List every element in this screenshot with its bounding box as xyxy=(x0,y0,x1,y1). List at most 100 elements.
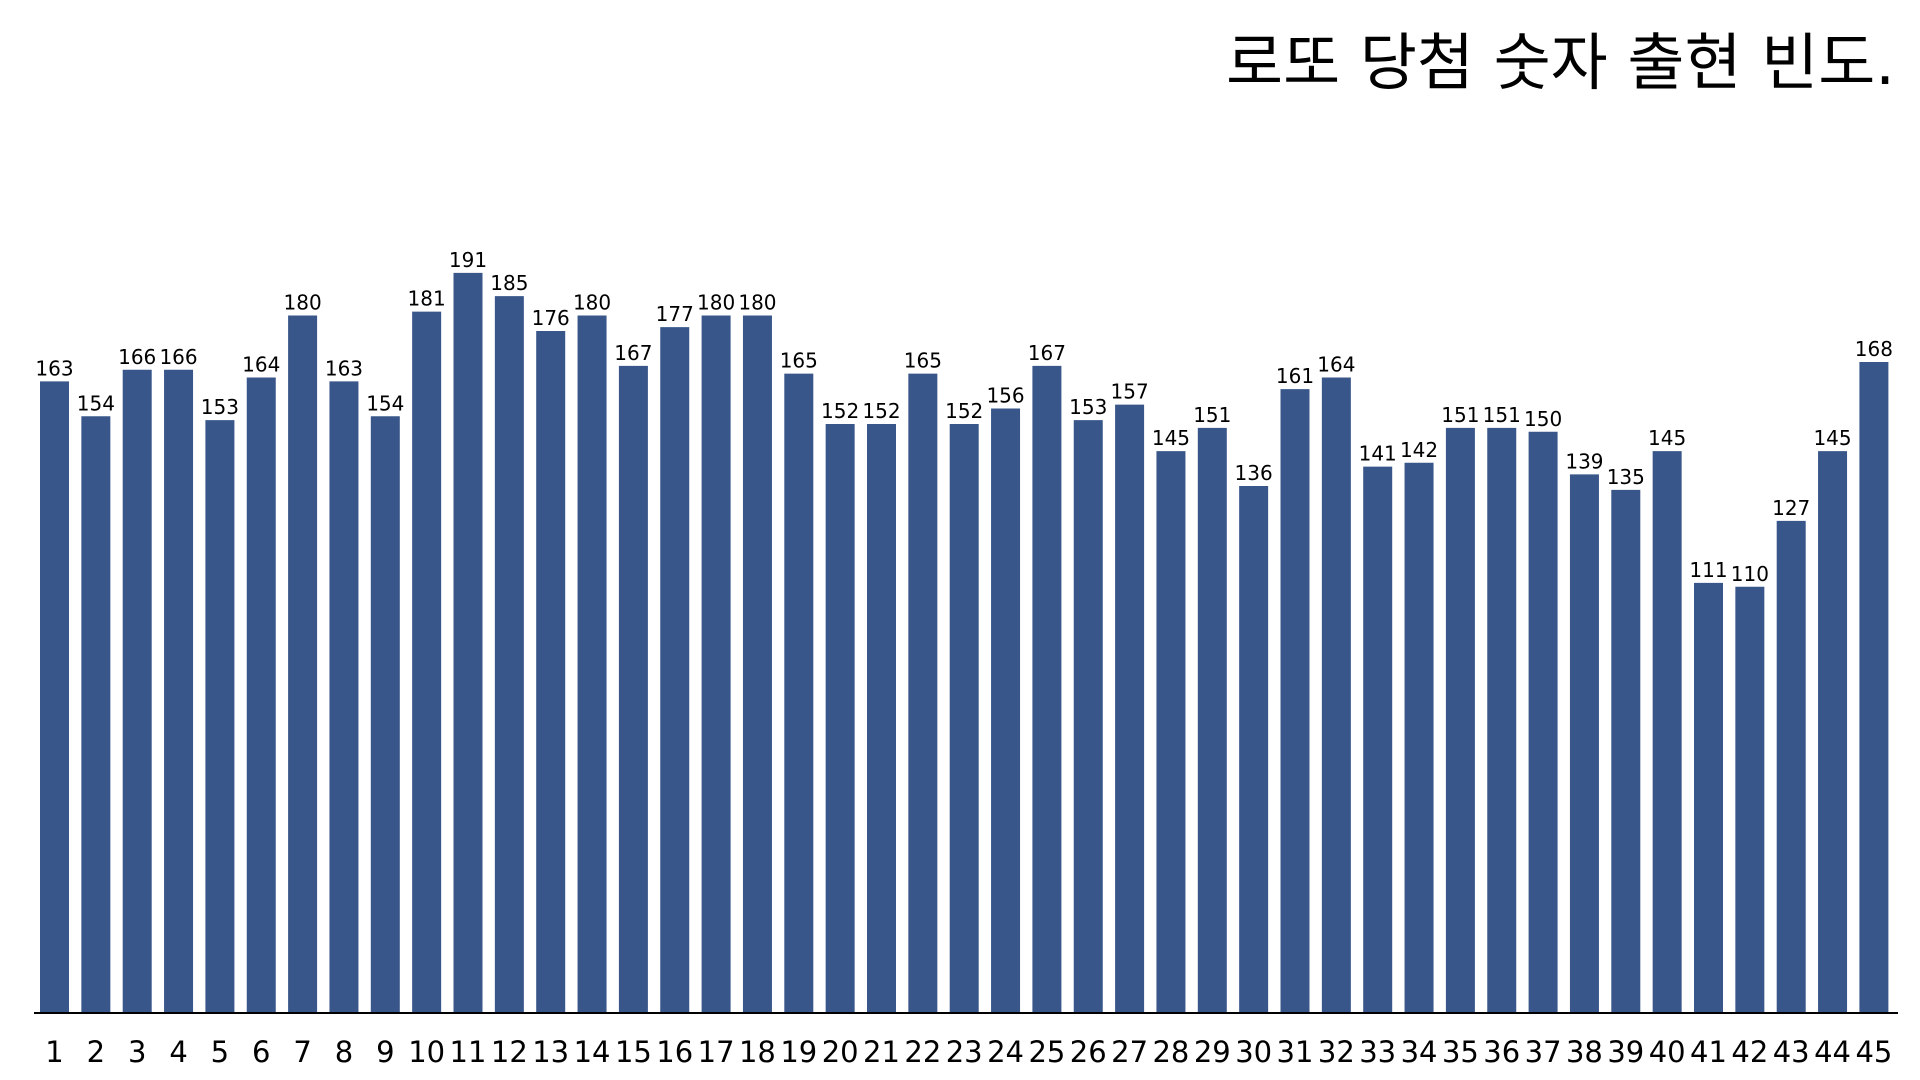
value-label-42: 110 xyxy=(1731,562,1769,586)
bar-33 xyxy=(1363,466,1393,1014)
tick-label-12: 12 xyxy=(491,1035,528,1069)
value-label-14: 180 xyxy=(573,291,611,315)
tick-labels-group: 1 2 3 4 5 6 7 8 9 10 11 12 13 14 15 16 17 18 19 20 21 22 23 24 2… xyxy=(45,1035,1892,1069)
bar-37 xyxy=(1528,431,1558,1013)
tick-label-29: 29 xyxy=(1194,1035,1231,1069)
tick-label-3: 3 xyxy=(128,1035,146,1069)
bar-36 xyxy=(1487,427,1517,1014)
value-label-1: 163 xyxy=(35,356,73,380)
tick-label-19: 19 xyxy=(780,1035,817,1069)
value-label-33: 141 xyxy=(1359,442,1397,466)
bar-34 xyxy=(1404,462,1434,1013)
bar-11 xyxy=(453,272,483,1014)
value-label-19: 165 xyxy=(780,349,818,373)
bar-9 xyxy=(370,416,400,1013)
value-label-11: 191 xyxy=(449,248,487,272)
value-label-43: 127 xyxy=(1772,496,1810,520)
bar-21 xyxy=(867,424,896,1013)
value-label-29: 151 xyxy=(1193,403,1231,427)
value-label-6: 164 xyxy=(242,353,280,377)
bar-15 xyxy=(618,365,648,1014)
value-label-12: 185 xyxy=(490,271,528,295)
bar-38 xyxy=(1569,474,1599,1014)
bar-7 xyxy=(288,315,318,1013)
bar-14 xyxy=(577,315,607,1013)
bar-31 xyxy=(1280,389,1310,1014)
bar-10 xyxy=(412,311,442,1014)
tick-label-20: 20 xyxy=(822,1035,859,1069)
value-label-3: 166 xyxy=(118,345,156,369)
tick-label-31: 31 xyxy=(1277,1035,1314,1069)
bar-6 xyxy=(246,377,276,1013)
tick-label-14: 14 xyxy=(574,1035,611,1069)
tick-label-22: 22 xyxy=(904,1035,941,1069)
bar-13 xyxy=(536,331,566,1013)
tick-label-38: 38 xyxy=(1566,1035,1603,1069)
bar-12 xyxy=(494,296,524,1014)
bar-28 xyxy=(1156,451,1186,1014)
tick-label-13: 13 xyxy=(532,1035,569,1069)
bar-32 xyxy=(1321,377,1351,1013)
tick-label-41: 41 xyxy=(1690,1035,1727,1069)
tick-label-16: 16 xyxy=(656,1035,693,1069)
value-label-37: 150 xyxy=(1524,407,1562,431)
bar-30 xyxy=(1239,486,1269,1013)
value-label-30: 136 xyxy=(1235,461,1273,485)
bar-4 xyxy=(164,369,194,1013)
tick-label-36: 36 xyxy=(1483,1035,1520,1069)
tick-label-26: 26 xyxy=(1070,1035,1107,1069)
value-label-31: 161 xyxy=(1276,364,1314,388)
value-label-22: 165 xyxy=(904,349,942,373)
value-label-18: 180 xyxy=(738,291,776,315)
bar-22 xyxy=(908,373,938,1014)
value-label-17: 180 xyxy=(697,291,735,315)
tick-label-6: 6 xyxy=(252,1035,270,1069)
value-label-16: 177 xyxy=(656,302,694,326)
tick-label-39: 39 xyxy=(1607,1035,1644,1069)
tick-label-18: 18 xyxy=(739,1035,776,1069)
value-label-15: 167 xyxy=(614,341,652,365)
tick-label-45: 45 xyxy=(1855,1035,1892,1069)
tick-label-32: 32 xyxy=(1318,1035,1355,1069)
tick-label-8: 8 xyxy=(335,1035,353,1069)
value-label-45: 168 xyxy=(1855,337,1893,361)
tick-label-9: 9 xyxy=(376,1035,394,1069)
value-label-38: 139 xyxy=(1565,449,1603,473)
tick-label-34: 34 xyxy=(1401,1035,1438,1069)
tick-label-25: 25 xyxy=(1028,1035,1065,1069)
bar-29 xyxy=(1197,427,1227,1014)
bar-43 xyxy=(1776,520,1806,1014)
bar-44 xyxy=(1818,451,1848,1014)
value-label-40: 145 xyxy=(1648,426,1686,450)
value-label-27: 157 xyxy=(1111,380,1149,404)
tick-label-33: 33 xyxy=(1359,1035,1396,1069)
tick-label-21: 21 xyxy=(863,1035,900,1069)
tick-label-27: 27 xyxy=(1111,1035,1148,1069)
tick-label-28: 28 xyxy=(1152,1035,1189,1069)
tick-label-37: 37 xyxy=(1525,1035,1562,1069)
tick-label-44: 44 xyxy=(1814,1035,1851,1069)
bar-40 xyxy=(1652,451,1682,1014)
bar-35 xyxy=(1445,427,1475,1014)
tick-label-24: 24 xyxy=(987,1035,1024,1069)
bar-23 xyxy=(949,424,979,1013)
tick-label-42: 42 xyxy=(1731,1035,1768,1069)
value-label-39: 135 xyxy=(1607,465,1645,489)
bar-8 xyxy=(329,381,359,1014)
value-label-4: 166 xyxy=(159,345,197,369)
tick-label-4: 4 xyxy=(169,1035,187,1069)
tick-label-30: 30 xyxy=(1235,1035,1272,1069)
tick-label-2: 2 xyxy=(87,1035,105,1069)
value-label-41: 111 xyxy=(1689,558,1727,582)
value-label-26: 153 xyxy=(1069,395,1107,419)
value-label-9: 154 xyxy=(366,391,404,415)
value-label-8: 163 xyxy=(325,356,363,380)
value-label-13: 176 xyxy=(532,306,570,330)
bars-group xyxy=(40,272,1889,1014)
bar-24 xyxy=(991,408,1021,1013)
bar-18 xyxy=(742,315,772,1013)
bar-3 xyxy=(122,369,152,1013)
tick-label-35: 35 xyxy=(1442,1035,1479,1069)
tick-label-1: 1 xyxy=(45,1035,63,1069)
